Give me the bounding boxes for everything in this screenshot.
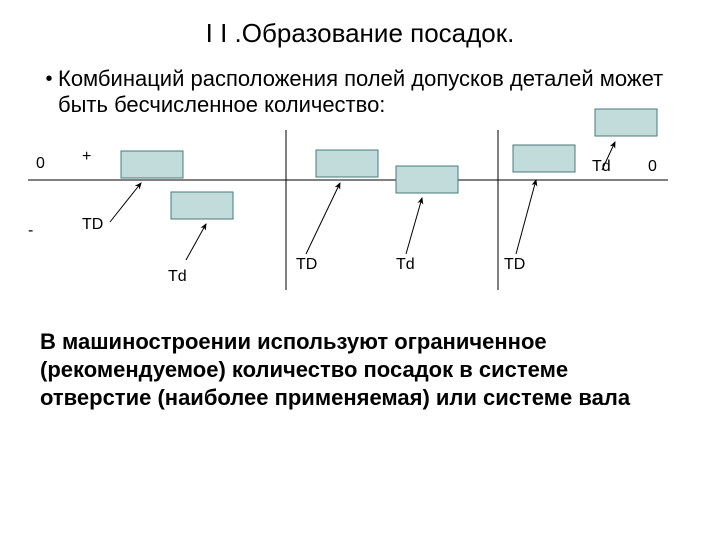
diagram-label-9: 0 (648, 158, 657, 176)
tolerance-box-1 (171, 192, 233, 219)
arrow-1 (186, 224, 206, 260)
arrow-4 (516, 180, 536, 254)
diagram-label-5: TD (296, 256, 317, 274)
arrow-3 (406, 198, 422, 254)
tolerance-diagram (0, 0, 720, 540)
diagram-group (28, 109, 668, 290)
diagram-label-1: + (82, 148, 91, 166)
diagram-label-3: TD (82, 216, 103, 234)
diagram-label-8: Td (592, 158, 611, 176)
diagram-label-7: TD (504, 256, 525, 274)
tolerance-box-5 (595, 109, 657, 136)
arrow-0 (110, 183, 141, 222)
footnote-text: В машиностроении используют ограниченное… (40, 328, 680, 412)
tolerance-box-3 (396, 166, 458, 193)
tolerance-box-4 (513, 145, 575, 172)
diagram-label-6: Td (396, 256, 415, 274)
diagram-label-4: Td (168, 268, 187, 286)
tolerance-box-0 (121, 151, 183, 178)
slide: { "title": "I I .Образование посадок.", … (0, 0, 720, 540)
diagram-label-0: 0 (36, 155, 45, 173)
tolerance-box-2 (316, 150, 378, 177)
diagram-label-2: - (28, 222, 33, 240)
arrow-2 (306, 183, 340, 254)
